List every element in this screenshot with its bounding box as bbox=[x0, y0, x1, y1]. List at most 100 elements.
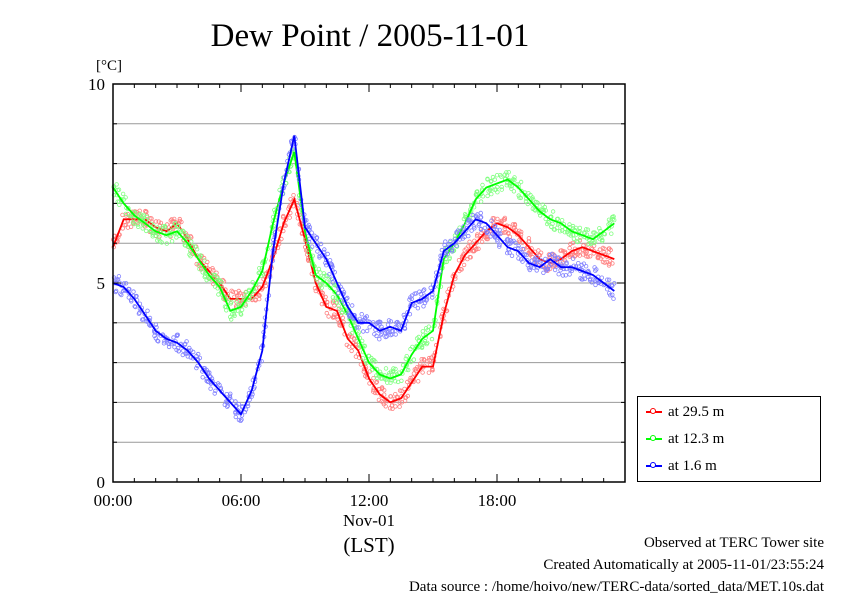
series-2-point bbox=[581, 261, 587, 266]
series-2-point bbox=[315, 249, 320, 254]
series-0-point bbox=[466, 248, 471, 254]
series-2-point bbox=[318, 241, 324, 247]
series-1-point bbox=[159, 240, 164, 245]
series-0-point bbox=[382, 388, 387, 393]
series-2-point bbox=[541, 265, 546, 270]
series-2-point bbox=[421, 304, 426, 309]
legend: at 29.5 m at 12.3 m at 1.6 m bbox=[637, 396, 821, 482]
series-1-point bbox=[316, 266, 322, 272]
series-2-point bbox=[197, 355, 203, 361]
series-2-point bbox=[379, 331, 384, 336]
series-2-point bbox=[239, 417, 244, 422]
series-2-point bbox=[233, 414, 238, 420]
series-2-point bbox=[466, 233, 471, 239]
series-2-point bbox=[409, 296, 414, 301]
series-0-point bbox=[413, 367, 419, 372]
series-0-point bbox=[253, 297, 258, 302]
series-0-point bbox=[331, 314, 336, 319]
series-0-point bbox=[528, 251, 533, 256]
series-2-point bbox=[415, 306, 421, 311]
series-2-point bbox=[412, 291, 417, 296]
series-0-point bbox=[371, 387, 376, 392]
series-1-point bbox=[485, 176, 490, 181]
series-0-point bbox=[291, 192, 296, 198]
series-0-point bbox=[313, 288, 318, 294]
series-0-point bbox=[388, 394, 394, 399]
series-2-point bbox=[145, 308, 150, 313]
legend-swatch-29-5m bbox=[646, 408, 662, 414]
series-0-point bbox=[397, 404, 402, 409]
legend-item-1-6m: at 1.6 m bbox=[646, 455, 717, 477]
series-1-point bbox=[373, 359, 378, 364]
series-0-point bbox=[189, 235, 194, 240]
series-1-point bbox=[196, 262, 201, 267]
series-2-point bbox=[541, 270, 546, 275]
series-1-point bbox=[518, 179, 524, 185]
series-0-point bbox=[230, 289, 236, 294]
series-2-point bbox=[471, 224, 477, 229]
series-1-point bbox=[531, 197, 536, 202]
series-1-point bbox=[543, 216, 548, 222]
series-1-point bbox=[511, 189, 517, 194]
series-0-point bbox=[606, 250, 611, 255]
series-2-point bbox=[317, 253, 322, 259]
series-2-point bbox=[225, 403, 231, 408]
series-2-point bbox=[394, 320, 399, 325]
series-2-point bbox=[493, 223, 498, 229]
series-2-point bbox=[181, 348, 186, 353]
series-0 bbox=[111, 192, 615, 411]
series-1-point bbox=[225, 294, 231, 299]
series-1-point bbox=[232, 313, 237, 318]
series-2-point bbox=[569, 268, 575, 273]
series-2-point bbox=[497, 227, 502, 233]
series-2-point bbox=[205, 370, 211, 375]
series-2-point bbox=[243, 407, 249, 412]
series-2-point bbox=[388, 319, 394, 324]
series-0-point bbox=[389, 403, 395, 408]
series-2-point bbox=[560, 273, 566, 278]
series-2-point bbox=[594, 267, 599, 272]
series-2-point bbox=[443, 239, 448, 244]
series-2-point bbox=[475, 212, 480, 217]
series-2-point bbox=[124, 288, 129, 293]
series-0-point bbox=[514, 232, 520, 237]
series-0-point bbox=[604, 259, 609, 265]
series-1-point bbox=[474, 191, 479, 197]
series-2-point bbox=[453, 238, 458, 244]
series-2-point bbox=[520, 259, 525, 264]
series-2-point bbox=[605, 277, 610, 282]
series-0-point bbox=[526, 239, 532, 244]
series-1-point bbox=[167, 227, 172, 233]
series-2-point bbox=[208, 386, 213, 391]
series-2-point bbox=[401, 312, 406, 318]
series-2-point bbox=[236, 402, 241, 407]
series-0-point bbox=[408, 375, 413, 381]
series-1-point bbox=[592, 230, 597, 235]
series-1-point bbox=[606, 217, 612, 222]
series-0-point bbox=[597, 247, 603, 252]
series-0-point bbox=[420, 370, 425, 375]
series-1-point bbox=[575, 239, 580, 245]
series-1-line bbox=[112, 151, 615, 380]
series-2-point bbox=[180, 352, 185, 358]
series-2-point bbox=[207, 370, 212, 375]
series-2-point bbox=[172, 344, 177, 350]
series-1-point bbox=[591, 240, 597, 246]
series-2-point bbox=[495, 239, 500, 244]
series-2-point bbox=[472, 226, 477, 231]
series-0-point bbox=[403, 395, 408, 400]
series-0-point bbox=[257, 296, 262, 302]
series-1-point bbox=[156, 236, 161, 241]
series-0-point bbox=[475, 232, 480, 237]
series-2-point bbox=[570, 256, 576, 261]
legend-label-12-3m: at 12.3 m bbox=[668, 430, 725, 447]
series-1-point bbox=[171, 224, 176, 229]
series-0-point bbox=[567, 245, 572, 251]
series-1-point bbox=[222, 304, 228, 309]
grid-layer bbox=[113, 123, 625, 443]
series-2-point bbox=[322, 247, 327, 252]
y-tick-label: 10 bbox=[88, 75, 105, 94]
series-0-point bbox=[323, 294, 328, 300]
series-2-point bbox=[354, 325, 359, 330]
series-2-point bbox=[549, 262, 554, 267]
